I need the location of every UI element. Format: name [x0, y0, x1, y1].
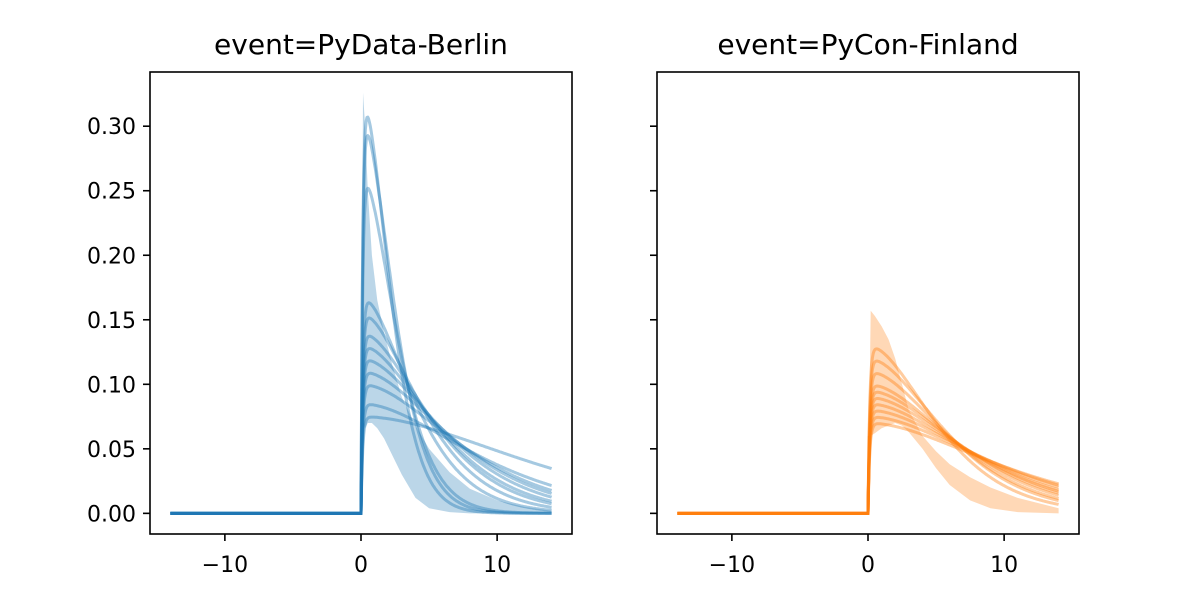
- posterior-curve-9: [170, 371, 553, 515]
- x-tick-label: 0: [354, 553, 368, 578]
- posterior-curve-5: [677, 390, 1060, 515]
- posterior-curve-6: [677, 397, 1060, 515]
- posterior-curve-6: [170, 334, 553, 515]
- posterior-curve-9: [677, 415, 1060, 515]
- posterior-curve-8: [677, 409, 1060, 515]
- y-axis: [650, 125, 657, 515]
- credible-band: [868, 310, 1059, 514]
- posterior-curve-7: [677, 403, 1060, 515]
- x-tick-label: 10: [990, 553, 1018, 578]
- y-axis: 0.00 0.05 0.10 0.15 0.20 0.25 0.30: [87, 115, 150, 527]
- posterior-curve-4: [677, 384, 1060, 515]
- posterior-curve-10: [170, 384, 553, 515]
- y-tick-label: 0.20: [87, 244, 136, 269]
- posterior-curve-8: [170, 359, 553, 515]
- x-axis: −10 0 10: [202, 534, 511, 578]
- x-tick-label: 0: [861, 553, 875, 578]
- posterior-curve-2: [170, 134, 553, 515]
- x-tick-label: −10: [709, 553, 755, 578]
- posterior-curve-1: [170, 115, 553, 515]
- posterior-curve-1: [677, 347, 1060, 515]
- panel-pydata-berlin: event=PyData-Berlin −10 0 10 0.000.050.100…: [87, 28, 573, 578]
- panel-title: event=PyCon-Finland: [717, 28, 1018, 61]
- x-tick-label: −10: [202, 553, 248, 578]
- posterior-curve-2: [677, 359, 1060, 515]
- y-tick-label: 0.00: [87, 502, 136, 527]
- baseline-line: [170, 422, 364, 515]
- posterior-curve-5: [170, 316, 553, 515]
- posterior-curves: [170, 115, 553, 515]
- posterior-curves: [677, 347, 1060, 515]
- y-tick-label: 0.10: [87, 373, 136, 398]
- x-axis: −10 0 10: [709, 534, 1018, 578]
- y-tick-label: 0.05: [87, 438, 136, 463]
- y-tick-label: 0.30: [87, 115, 136, 140]
- y-tick-label: 0.25: [87, 180, 136, 205]
- posterior-curve-12: [170, 415, 553, 515]
- panel-pycon-finland: event=PyCon-Finland −10 0 10: [650, 28, 1080, 578]
- posterior-curve-11: [170, 403, 553, 515]
- x-tick-label: 10: [483, 553, 511, 578]
- posterior-curve-3: [677, 372, 1060, 515]
- panel-title: event=PyData-Berlin: [214, 28, 508, 61]
- posterior-curve-7: [170, 347, 553, 515]
- posterior-curve-4: [170, 301, 553, 515]
- baseline-line: [677, 435, 871, 515]
- y-tick-label: 0.15: [87, 309, 136, 334]
- credible-band-layer: [868, 310, 1059, 514]
- posterior-curve-10: [677, 422, 1060, 515]
- posterior-curve-3: [170, 186, 553, 515]
